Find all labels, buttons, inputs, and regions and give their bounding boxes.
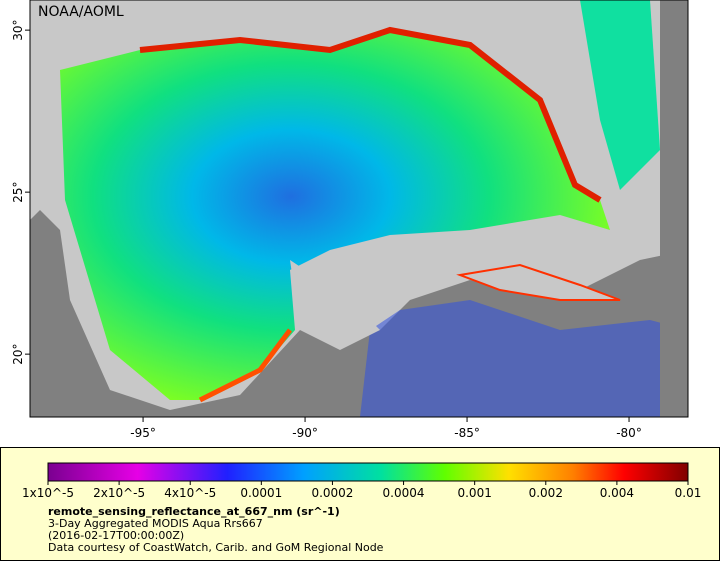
no-data (660, 0, 688, 417)
lat-tick-label: 30° (11, 19, 25, 40)
credit: NOAA/AOML (38, 4, 124, 20)
colorbar-tick-label: 0.0004 (383, 486, 425, 500)
colorbar-tick-label: 2x10^-5 (93, 486, 145, 500)
colorbar-tick-label: 0.0001 (240, 486, 282, 500)
variable-name: remote_sensing_reflectance_at_667_nm (sr… (48, 505, 340, 518)
colorbar-tick-label: 0.002 (529, 486, 563, 500)
lon-tick-label: -90° (292, 426, 318, 440)
colorbar-tick-label: 0.01 (675, 486, 702, 500)
colorbar-tick-label: 0.004 (600, 486, 634, 500)
caribbean-reflectance (360, 300, 688, 417)
atlantic-reflectance (580, 0, 660, 190)
coastal-high (198, 328, 292, 403)
map-frame (29, 0, 689, 418)
colorbar-tick-label: 0.0002 (311, 486, 353, 500)
yucatan (290, 260, 380, 350)
lon-tick-label: -80° (616, 426, 642, 440)
lon-tick-label: -95° (130, 426, 156, 440)
time: (2016-02-17T00:00:00Z) (48, 529, 184, 542)
map: NOAA/AOML (29, 0, 689, 418)
lat-tick-label: 20° (11, 344, 25, 365)
cuba (456, 263, 621, 301)
description: 3-Day Aggregated MODIS Aqua Rrs667 (48, 517, 263, 530)
lat-tick-label: 25° (11, 181, 25, 202)
colorbar-tick-label: 4x10^-5 (164, 486, 216, 500)
source: Data courtesy of CoastWatch, Carib. and … (48, 541, 384, 554)
gulf-reflectance (60, 30, 610, 400)
lon-tick-label: -85° (454, 426, 480, 440)
colorbar-tick-label: 0.001 (457, 486, 491, 500)
colorbar (47, 462, 689, 482)
colorbar-tick-label: 1x10^-5 (22, 486, 74, 500)
coastal-high (139, 26, 602, 203)
